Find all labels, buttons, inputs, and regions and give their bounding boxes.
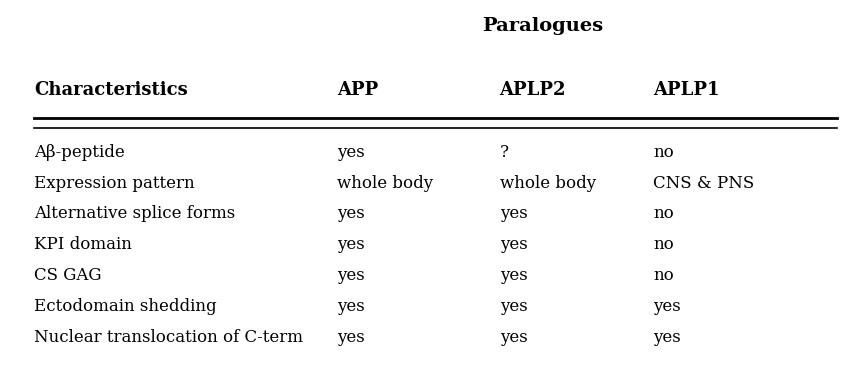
- Text: APLP2: APLP2: [499, 81, 566, 99]
- Text: yes: yes: [653, 298, 680, 315]
- Text: yes: yes: [499, 267, 526, 284]
- Text: yes: yes: [499, 205, 526, 223]
- Text: yes: yes: [337, 329, 364, 346]
- Text: yes: yes: [337, 205, 364, 223]
- Text: APLP1: APLP1: [653, 81, 719, 99]
- Text: whole body: whole body: [499, 174, 595, 192]
- Text: Aβ-peptide: Aβ-peptide: [34, 144, 125, 161]
- Text: Alternative splice forms: Alternative splice forms: [34, 205, 235, 223]
- Text: no: no: [653, 267, 673, 284]
- Text: no: no: [653, 144, 673, 161]
- Text: yes: yes: [337, 298, 364, 315]
- Text: no: no: [653, 236, 673, 253]
- Text: Nuclear translocation of C-term: Nuclear translocation of C-term: [34, 329, 303, 346]
- Text: no: no: [653, 205, 673, 223]
- Text: yes: yes: [337, 236, 364, 253]
- Text: Expression pattern: Expression pattern: [34, 174, 194, 192]
- Text: Characteristics: Characteristics: [34, 81, 188, 99]
- Text: KPI domain: KPI domain: [34, 236, 132, 253]
- Text: Ectodomain shedding: Ectodomain shedding: [34, 298, 217, 315]
- Text: whole body: whole body: [337, 174, 433, 192]
- Text: APP: APP: [337, 81, 378, 99]
- Text: yes: yes: [337, 144, 364, 161]
- Text: yes: yes: [499, 298, 526, 315]
- Text: CNS & PNS: CNS & PNS: [653, 174, 754, 192]
- Text: ?: ?: [499, 144, 508, 161]
- Text: Paralogues: Paralogues: [481, 17, 602, 35]
- Text: yes: yes: [653, 329, 680, 346]
- Text: CS GAG: CS GAG: [34, 267, 102, 284]
- Text: yes: yes: [499, 329, 526, 346]
- Text: yes: yes: [337, 267, 364, 284]
- Text: yes: yes: [499, 236, 526, 253]
